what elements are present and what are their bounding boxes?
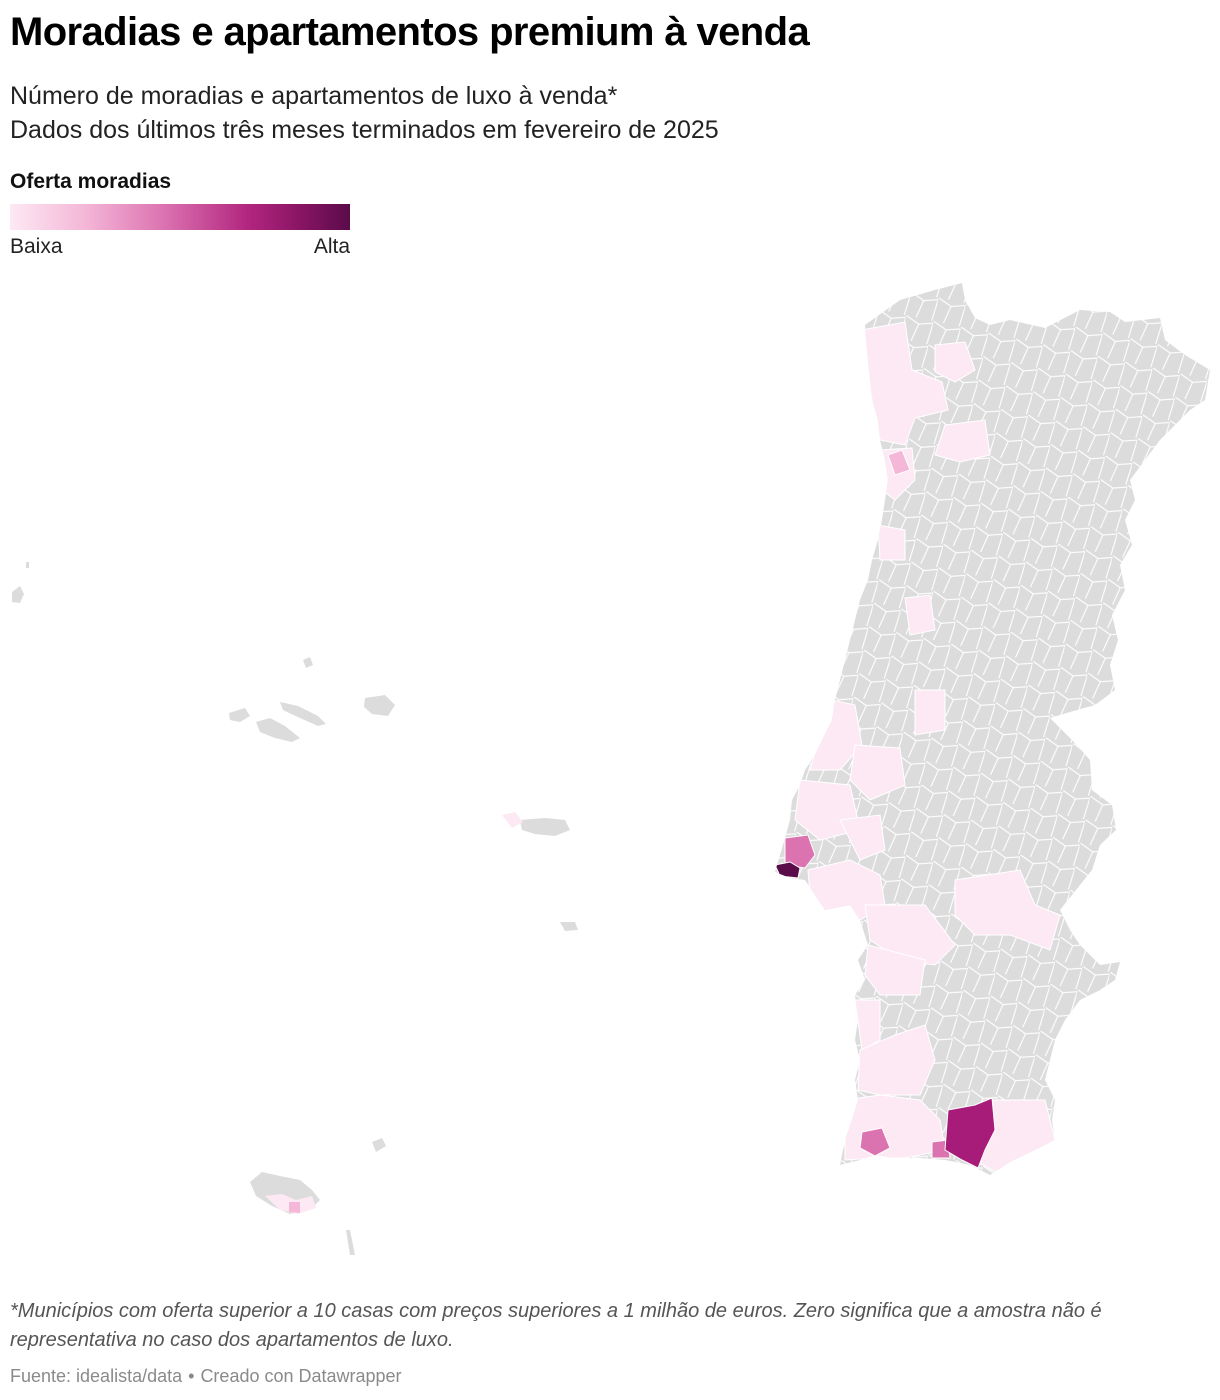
highlight-loule xyxy=(944,1097,996,1169)
subtitle-line-2: Dados dos últimos três meses terminados … xyxy=(10,116,719,144)
footnote: *Municípios com oferta superior a 10 cas… xyxy=(10,1300,1102,1351)
source-text: Fuente: idealista/data xyxy=(10,1366,183,1386)
source-line: Fuente: idealista/data • Creado con Datawr… xyxy=(10,1366,402,1387)
source-separator: • xyxy=(188,1366,195,1386)
choropleth-map xyxy=(12,283,1210,1255)
subtitle-line-1: Número de moradias e apartamentos de lux… xyxy=(10,82,618,110)
azores-islands xyxy=(12,562,578,931)
legend-title: Oferta moradias xyxy=(10,170,172,193)
datawrapper-credit[interactable]: Creado con Datawrapper xyxy=(200,1366,402,1386)
legend-gradient-bar xyxy=(10,204,350,230)
legend-low-label: Baixa xyxy=(10,235,63,258)
legend-high-label: Alta xyxy=(313,235,350,258)
highlight-litoral-centro xyxy=(794,699,1061,996)
azores-highlight xyxy=(502,812,523,828)
highlight-sintra xyxy=(784,834,816,869)
mainland-portugal xyxy=(775,283,1210,1175)
highlight-porto xyxy=(887,449,911,476)
highlight-litoral-norte xyxy=(861,321,991,736)
chart-title: Moradias e apartamentos premium à venda xyxy=(10,10,810,54)
funchal-highlight xyxy=(289,1202,300,1213)
